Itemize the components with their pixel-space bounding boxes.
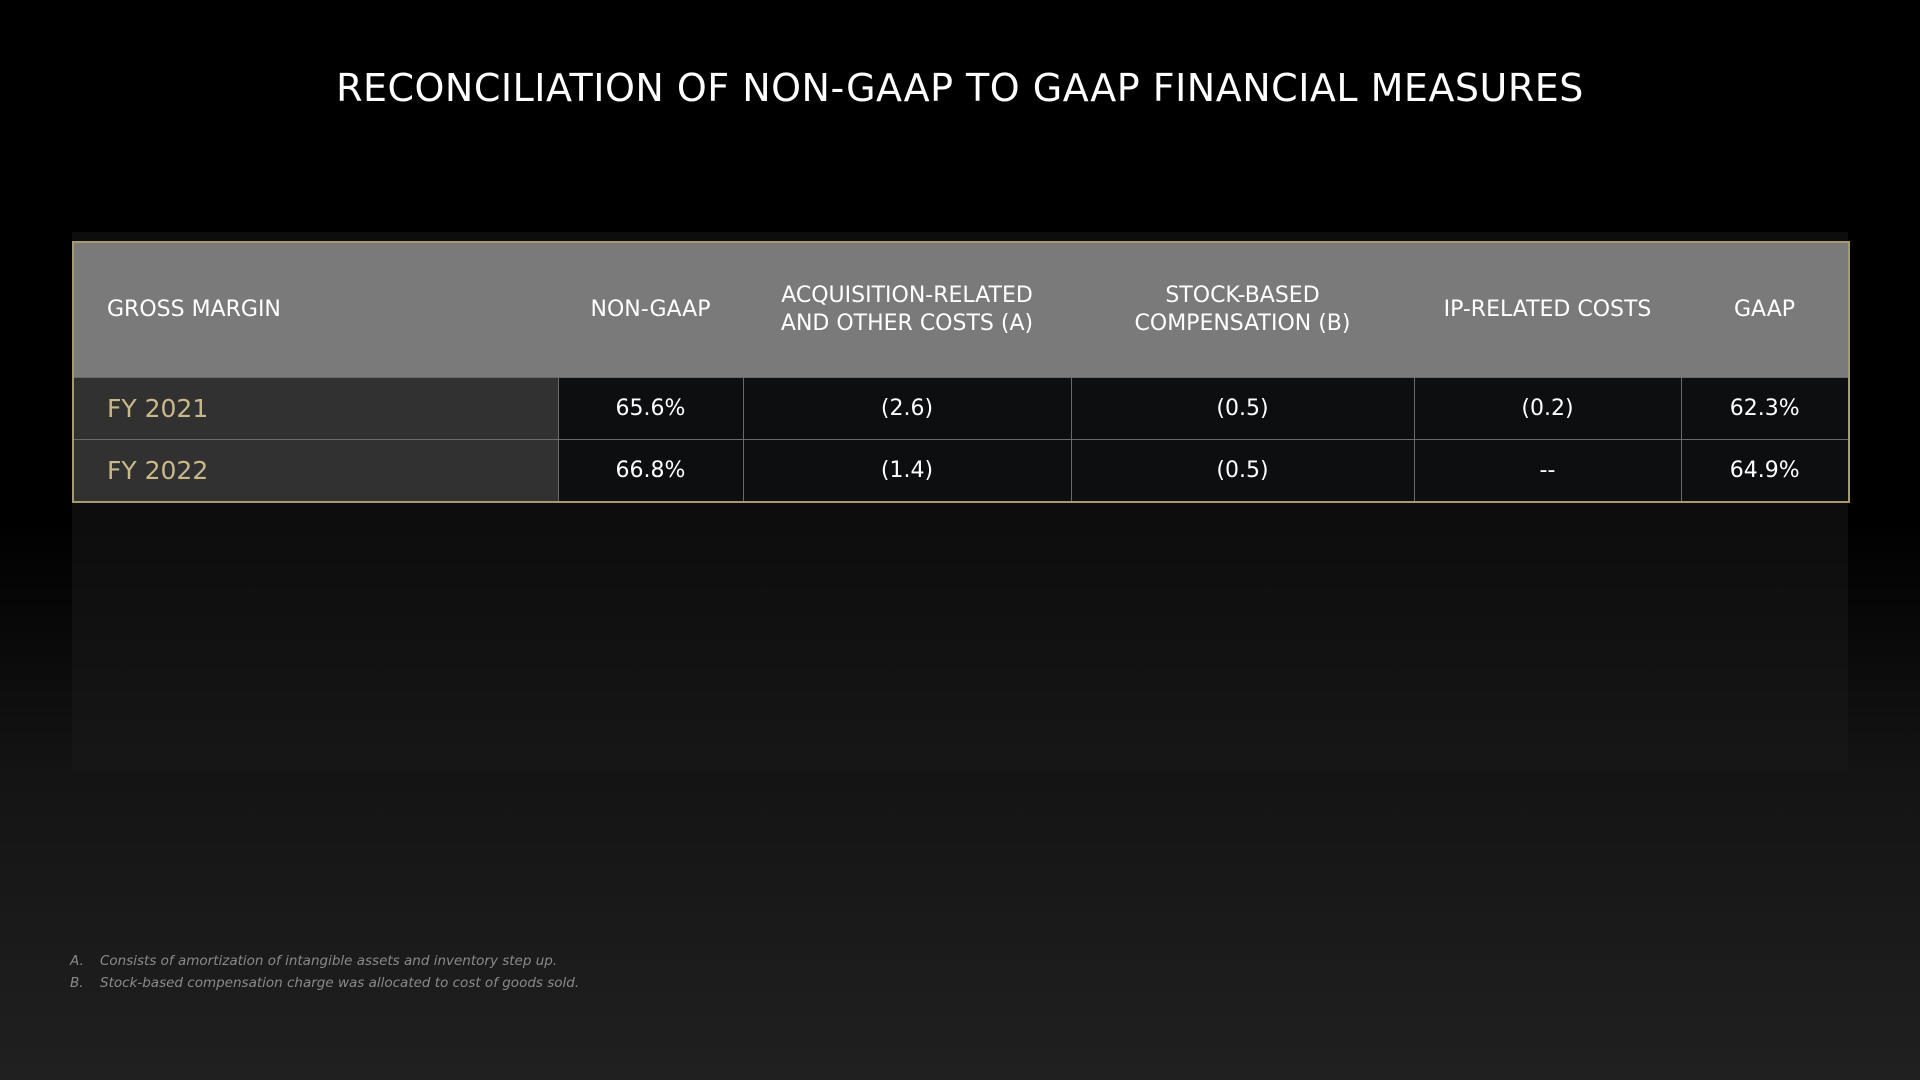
footnote-text: Stock-based compensation charge was allo… — [100, 975, 580, 991]
cell-ip-related: -- — [1413, 439, 1681, 502]
table-row: FY 2022 66.8% (1.4) (0.5) -- 64.9% — [73, 439, 1849, 502]
header-gaap: GAAP — [1681, 242, 1849, 378]
cell-gaap: 64.9% — [1680, 439, 1849, 502]
header-non-gaap: NON-GAAP — [558, 242, 743, 378]
page-title: RECONCILIATION OF NON-GAAP TO GAAP FINAN… — [336, 66, 1584, 110]
footnote-b: B. Stock-based compensation charge was al… — [70, 972, 579, 994]
footnote-a: A. Consists of amortization of intangible… — [70, 950, 579, 972]
row-label-fy2021: FY 2021 — [73, 377, 558, 440]
cell-gaap: 62.3% — [1680, 377, 1849, 440]
reconciliation-table: GROSS MARGIN NON-GAAP ACQUISITION-RELATE… — [72, 241, 1850, 503]
header-acquisition-related: ACQUISITION-RELATED AND OTHER COSTS (A) — [743, 242, 1071, 378]
footnote-text: Consists of amortization of intangible a… — [100, 953, 558, 969]
cell-non-gaap: 65.6% — [557, 377, 743, 440]
cell-stock-based: (0.5) — [1070, 377, 1414, 440]
cell-non-gaap: 66.8% — [557, 439, 743, 502]
header-gross-margin: GROSS MARGIN — [73, 242, 558, 378]
table-header-row: GROSS MARGIN NON-GAAP ACQUISITION-RELATE… — [73, 242, 1849, 378]
footnotes: A. Consists of amortization of intangible… — [70, 950, 579, 994]
footnote-letter: B. — [70, 975, 84, 991]
cell-acquisition: (2.6) — [742, 377, 1071, 440]
row-label-fy2022: FY 2022 — [73, 439, 558, 502]
cell-ip-related: (0.2) — [1413, 377, 1681, 440]
header-ip-related-costs: IP-RELATED COSTS — [1414, 242, 1681, 378]
table-row: FY 2021 65.6% (2.6) (0.5) (0.2) 62.3% — [73, 377, 1849, 440]
footnote-letter: A. — [70, 953, 84, 969]
cell-stock-based: (0.5) — [1070, 439, 1414, 502]
header-stock-based-compensation: STOCK-BASED COMPENSATION (B) — [1071, 242, 1414, 378]
cell-acquisition: (1.4) — [742, 439, 1071, 502]
